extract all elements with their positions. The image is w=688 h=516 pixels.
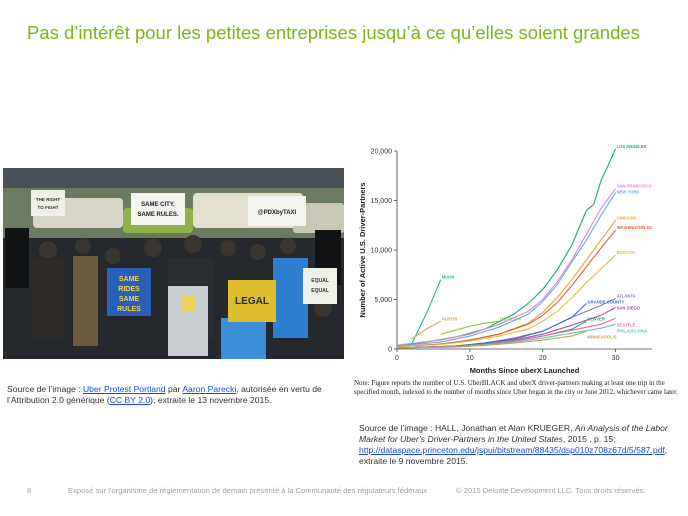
series-label-san-francisco: SAN FRANCISCO <box>617 184 653 189</box>
photo-caption-mid1: par <box>165 384 183 394</box>
photo-caption-suffix: ); extraite le 13 novembre 2015. <box>150 395 272 405</box>
series-line-new-york <box>396 192 617 347</box>
y-tick-label: 20,000 <box>371 149 393 156</box>
slide-title: Pas d’intérêt pour les petites entrepris… <box>27 22 640 43</box>
series-label-san-diego: SAN DIEGO <box>617 306 641 311</box>
series-line-houston <box>440 320 500 335</box>
page-number: 8 <box>27 486 32 495</box>
y-tick-label: 5,000 <box>374 297 392 304</box>
chart-caption-title: An Analysis of the Labor Market for Uber… <box>359 423 668 444</box>
series-label-seattle: SEATTLE <box>617 322 636 327</box>
series-label-atlanta: ATLANTA <box>617 294 636 299</box>
svg-text:SAME: SAME <box>119 296 140 303</box>
x-tick-label: 20 <box>539 355 547 362</box>
y-tick-label: 10,000 <box>371 248 393 255</box>
sign-same-rides: SAME RIDES SAME RULES <box>107 268 151 316</box>
series-label-houston: HOUSTON <box>500 316 521 321</box>
series-label-minneapolis: MINNEAPOLIS <box>587 334 616 339</box>
sign-legal: LEGAL <box>228 280 276 322</box>
svg-text:SAME: SAME <box>119 276 140 283</box>
chart-caption-suffix: , extraite le 9 novembre 2015. <box>359 445 668 466</box>
driver-partners-chart: 0 5,000 10,000 15,000 20,000 0 10 20 30 Months Si… <box>352 141 685 381</box>
y-tick-label: 0 <box>388 347 392 354</box>
photo-caption: Source de l’image : Uber Protest Portlan… <box>7 384 337 406</box>
chart-caption-mid: , 2015 , p. 15; <box>562 434 616 444</box>
footer-text: Exposé sur l’organisme de réglementation… <box>68 486 428 495</box>
link-cc-by-2[interactable]: CC BY 2.0 <box>109 395 151 405</box>
footer-copyright: © 2015 Deloitte Development LLC. Tous dr… <box>456 486 646 495</box>
protest-photo-illustration: SAME CITY. SAME RULES. @PDXbyTAXI SAME R… <box>3 168 344 359</box>
svg-text:SAME RULES.: SAME RULES. <box>137 212 178 218</box>
x-tick-label: 10 <box>466 355 474 362</box>
photo-caption-prefix: Source de l’image : <box>7 384 83 394</box>
series-line-austin <box>411 320 441 340</box>
series-label-washington-dc: WASHINGTON DC <box>617 225 653 230</box>
svg-text:EQUAL: EQUAL <box>311 288 329 294</box>
chart-note: Note: Figure reports the number of U.S. … <box>354 379 678 396</box>
chart-caption: Source de l’image : HALL, Jonathan et Al… <box>359 423 677 467</box>
series-label-philadelphia: PHILADELPHIA <box>617 328 648 333</box>
driver-partners-chart-svg: 0 5,000 10,000 15,000 20,000 0 10 20 30 Months Si… <box>358 144 653 375</box>
link-aaron-parecki[interactable]: Aaron Parecki <box>182 384 237 394</box>
sign-equal: EQUAL EQUAL <box>303 268 337 304</box>
series-label-los-angeles: LOS ANGELES <box>617 144 647 149</box>
series-line-san-francisco <box>396 188 617 346</box>
series-line-washington-dc <box>396 229 617 348</box>
series-label-grande-county: GRANDE COUNTY <box>587 300 624 305</box>
series-label-chicago: CHICAGO <box>617 215 638 220</box>
series-line-minneapolis <box>396 330 587 349</box>
svg-text:SAME CITY.: SAME CITY. <box>141 202 175 208</box>
x-tick-label: 30 <box>612 355 620 362</box>
x-axis-label: Months Since uberX Launched <box>470 366 580 375</box>
y-tick-label: 15,000 <box>371 198 393 205</box>
svg-text:TO FIGHT: TO FIGHT <box>38 205 59 210</box>
svg-text:LEGAL: LEGAL <box>235 296 269 307</box>
photo-caption-mid2: , autorisée en vertu de l’Attribution 2.… <box>7 384 322 405</box>
series-label-austin: AUSTIN <box>442 316 458 321</box>
sign-right-to-fight: THE RIGHT TO FIGHT <box>31 190 65 216</box>
series-line-boston <box>396 254 616 348</box>
sign-same-city: SAME CITY. SAME RULES. <box>131 193 185 225</box>
protest-photo: SAME CITY. SAME RULES. @PDXbyTAXI SAME R… <box>3 168 344 359</box>
x-tick-label: 0 <box>395 355 399 362</box>
series-label-miami: MIAMI <box>442 275 454 280</box>
series-label-boston: BOSTON <box>617 250 635 255</box>
sign-pdx-by-taxi: @PDXbyTAXI <box>248 196 306 226</box>
svg-text:EQUAL: EQUAL <box>311 278 329 284</box>
series-line-miami <box>411 279 442 345</box>
svg-text:THE RIGHT: THE RIGHT <box>36 197 61 202</box>
svg-text:@PDXbyTAXI: @PDXbyTAXI <box>258 210 297 216</box>
series-label-new-york: NEW YORK <box>617 190 640 195</box>
chart-caption-prefix: Source de l’image : HALL, Jonathan et Al… <box>359 423 575 433</box>
link-princeton-dataspace[interactable]: http://dataspace.princeton.edu/jspui/bit… <box>359 445 665 455</box>
y-axis-label: Number of Active U.S. Driver-Partners <box>358 182 367 317</box>
series-label-denver: DENVER <box>587 316 604 321</box>
link-uber-protest-portland[interactable]: Uber Protest Portland <box>82 384 166 394</box>
svg-text:RIDES: RIDES <box>118 286 140 293</box>
svg-text:RULES: RULES <box>117 306 141 313</box>
